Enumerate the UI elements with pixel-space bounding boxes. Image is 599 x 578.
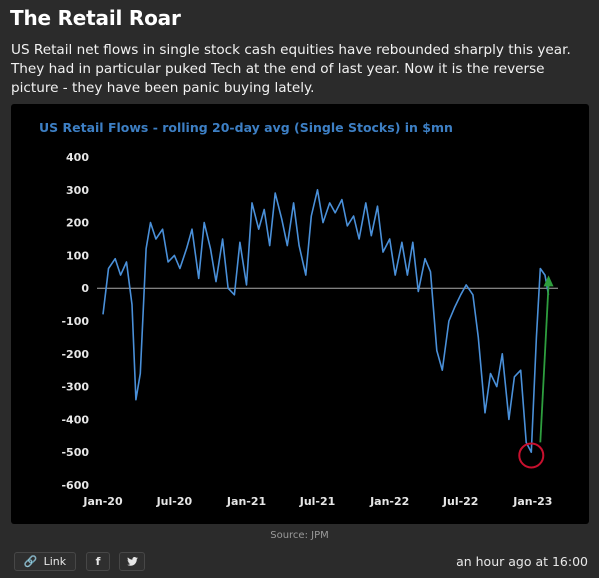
y-tick-label: 300	[66, 184, 89, 197]
twitter-share-button[interactable]	[119, 552, 145, 571]
x-tick-label: Jan-23	[512, 495, 552, 508]
chart-container: US Retail Flows - rolling 20-day avg (Si…	[11, 104, 589, 524]
y-tick-label: 0	[81, 282, 89, 295]
x-tick-label: Jul-21	[299, 495, 336, 508]
x-tick-label: Jul-22	[442, 495, 479, 508]
source-caption: Source: JPM	[270, 530, 329, 541]
y-tick-label: 200	[66, 217, 89, 230]
link-button[interactable]: 🔗 Link	[14, 552, 76, 571]
facebook-share-button[interactable]: f	[86, 552, 110, 571]
series-line	[102, 189, 550, 454]
page-title: The Retail Roar	[10, 6, 181, 30]
article-description: US Retail net flows in single stock cash…	[11, 42, 571, 96]
y-tick-label: -500	[61, 446, 89, 459]
rebound-arrowhead	[543, 275, 554, 287]
facebook-icon: f	[95, 555, 101, 568]
x-tick-label: Jan-20	[82, 495, 123, 508]
link-icon: 🔗	[23, 555, 38, 568]
y-tick-label: -100	[61, 315, 89, 328]
chart-title: US Retail Flows - rolling 20-day avg (Si…	[39, 120, 453, 135]
twitter-icon	[126, 557, 138, 566]
link-button-label: Link	[43, 555, 67, 568]
x-tick-label: Jul-20	[156, 495, 193, 508]
x-tick-label: Jan-22	[369, 495, 409, 508]
y-tick-label: -300	[61, 381, 89, 394]
y-tick-label: 400	[66, 151, 89, 164]
y-tick-label: -600	[61, 479, 89, 492]
y-tick-label: -200	[61, 348, 89, 361]
y-tick-label: 100	[66, 249, 89, 262]
rebound-arrow	[539, 284, 550, 443]
y-tick-label: -400	[61, 413, 89, 426]
trough-circle	[518, 442, 545, 469]
x-tick-label: Jan-21	[226, 495, 266, 508]
retail-flows-chart: US Retail Flows - rolling 20-day avg (Si…	[39, 120, 558, 508]
timestamp: an hour ago at 16:00	[456, 554, 588, 569]
